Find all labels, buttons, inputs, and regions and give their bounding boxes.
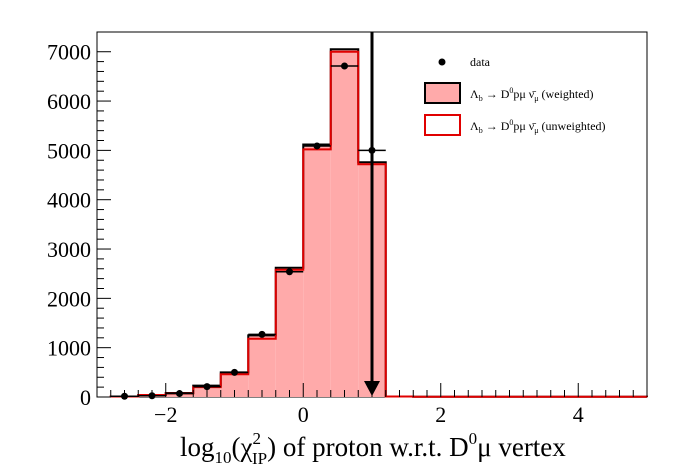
x-axis-title: log10(χ2 IP) of proton w.r.t. D0μ vertex: [180, 429, 566, 468]
x-tick-label: 0: [298, 402, 309, 427]
y-tick-label: 4000: [47, 188, 91, 213]
x-tick-label: −2: [154, 402, 177, 427]
legend-weighted-swatch: [424, 82, 461, 104]
data-points: [110, 62, 386, 400]
legend: data Λb → D0pμ ν̄μ (weighted) Λb → D0pμ …: [424, 55, 606, 136]
data-point: [258, 330, 266, 338]
data-point: [203, 383, 211, 391]
y-axis: 0 1000 2000 3000 4000 5000 6000 7000: [47, 40, 111, 410]
legend-data-marker: [438, 58, 446, 66]
cut-line: [364, 32, 380, 396]
y-tick-label: 5000: [47, 138, 91, 163]
legend-data-label: data: [470, 55, 491, 69]
x-axis: −2 0 2 4: [96, 383, 648, 427]
weighted-bar: [248, 335, 276, 397]
y-tick-label: 6000: [47, 89, 91, 114]
x-tick-label: 2: [435, 402, 446, 427]
data-point: [286, 268, 293, 276]
cut-arrow-icon: [364, 381, 380, 396]
weighted-bar: [303, 144, 331, 397]
y-tick-label: 7000: [47, 40, 91, 65]
weighted-bar: [330, 49, 359, 397]
y-tick-label: 3000: [47, 237, 91, 262]
y-tick-label: 2000: [47, 286, 91, 311]
x-tick-label: 4: [573, 402, 584, 427]
legend-weighted-label: Λb → D0pμ ν̄μ (weighted): [470, 86, 594, 103]
weighted-histogram: [110, 49, 647, 397]
y-tick-label: 1000: [47, 336, 91, 361]
data-point: [313, 142, 321, 150]
data-point: [231, 368, 238, 376]
legend-unweighted-swatch: [424, 114, 461, 136]
legend-unweighted-label: Λb → D0pμ ν̄μ (unweighted): [470, 118, 606, 135]
data-point: [341, 62, 348, 70]
y-tick-label: 0: [80, 385, 91, 410]
weighted-bar: [275, 267, 304, 397]
